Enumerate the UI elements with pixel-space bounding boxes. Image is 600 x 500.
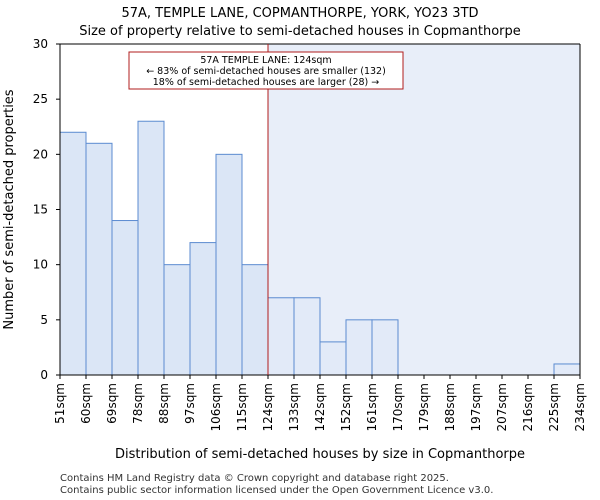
footer-copyright: Contains HM Land Registry data © Crown c… [60,473,449,484]
y-tick-label-5: 5 [40,313,48,327]
y-tick-label-0: 0 [40,368,48,382]
x-tick-label-124sqm: 124sqm [261,383,275,431]
x-tick-label-78sqm: 78sqm [131,383,145,424]
x-tick-label-234sqm: 234sqm [573,383,587,431]
annotation-smaller-share: ← 83% of semi-detached houses are smalle… [146,66,386,77]
bar-225sqm [553,363,581,376]
x-tick-label-197sqm: 197sqm [469,383,483,431]
footer-licence: Contains public sector information licen… [60,485,494,496]
x-tick-label-106sqm: 106sqm [209,383,223,431]
x-tick-label-133sqm: 133sqm [287,383,301,431]
bar-115sqm [241,264,269,376]
y-tick-label-20: 20 [33,147,48,161]
chart-title-subtitle: Size of property relative to semi-detach… [79,24,521,39]
bar-97sqm [189,242,217,376]
x-tick-label-115sqm: 115sqm [235,383,249,431]
x-tick-label-88sqm: 88sqm [157,383,171,424]
y-tick-label-30: 30 [33,37,48,51]
x-tick-label-161sqm: 161sqm [365,383,379,431]
bar-69sqm [111,220,139,376]
annotation-larger-share: 18% of semi-detached houses are larger (… [153,77,380,88]
x-tick-label-225sqm: 225sqm [547,383,561,431]
y-tick-label-25: 25 [33,92,48,106]
bar-78sqm [137,120,165,376]
x-tick-label-69sqm: 69sqm [105,383,119,424]
bar-51sqm [59,131,87,376]
annotation-box [128,51,404,90]
y-tick-label-10: 10 [33,258,48,272]
x-tick-label-142sqm: 142sqm [313,383,327,431]
bar-124sqm [267,297,295,376]
x-tick-label-188sqm: 188sqm [443,383,457,431]
x-tick-label-179sqm: 179sqm [417,383,431,431]
x-axis-title: Distribution of semi-detached houses by … [115,447,525,462]
x-tick-label-152sqm: 152sqm [339,383,353,431]
x-tick-label-97sqm: 97sqm [183,383,197,424]
x-tick-label-207sqm: 207sqm [495,383,509,431]
bar-60sqm [85,142,113,376]
x-tick-label-51sqm: 51sqm [53,383,67,424]
y-tick-label-15: 15 [33,203,48,217]
x-tick-label-170sqm: 170sqm [391,383,405,431]
bar-106sqm [215,153,243,376]
x-tick-label-216sqm: 216sqm [521,383,535,431]
chart-title-address: 57A, TEMPLE LANE, COPMANTHORPE, YORK, YO… [121,6,479,21]
bar-133sqm [293,297,321,376]
bar-161sqm [371,319,399,376]
x-tick-label-60sqm: 60sqm [79,383,93,424]
y-axis-title: Number of semi-detached properties [2,89,17,329]
bar-152sqm [345,319,373,376]
annotation-property-label: 57A TEMPLE LANE: 124sqm [200,55,331,66]
bar-88sqm [163,264,191,376]
bar-142sqm [319,341,347,376]
